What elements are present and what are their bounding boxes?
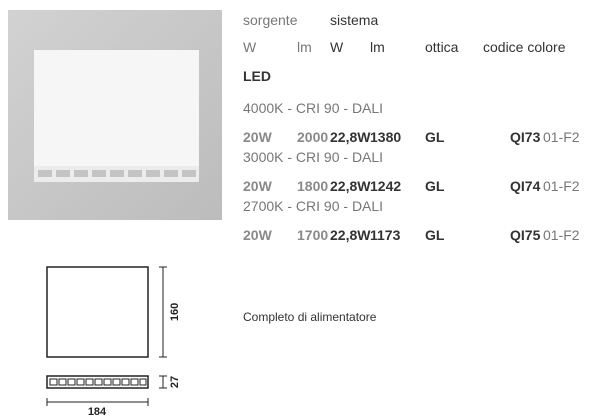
col-header: ottica xyxy=(425,39,459,55)
dim-height: 160 xyxy=(169,303,181,321)
header-sorgente: sorgente xyxy=(243,12,298,28)
row-cell: 22,8W xyxy=(330,178,371,194)
row-cell: 1800 xyxy=(297,178,329,194)
row-cell: GL xyxy=(425,129,445,145)
row-cell: 20W xyxy=(243,129,272,145)
code-suffix: 01-F2 xyxy=(543,129,580,145)
group-label: 4000K - CRI 90 - DALI xyxy=(243,100,384,116)
dim-width: 184 xyxy=(88,406,107,418)
louvre-cells xyxy=(38,170,196,177)
note: Completo di alimentatore xyxy=(243,310,377,324)
col-header: lm xyxy=(297,39,312,55)
dim-depth: 27 xyxy=(169,376,181,388)
group-label: 2700K - CRI 90 - DALI xyxy=(243,198,384,214)
row-cell: 22,8W xyxy=(330,227,371,243)
row-cell: 20W xyxy=(243,178,272,194)
group-label: 3000K - CRI 90 - DALI xyxy=(243,149,384,165)
col-header: W xyxy=(330,39,344,55)
row-cell: GL xyxy=(425,227,445,243)
col-header: codice colore xyxy=(483,39,566,55)
code-suffix: 01-F2 xyxy=(543,178,580,194)
row-cell: 1380 xyxy=(370,129,402,145)
row-cell: 1700 xyxy=(297,227,329,243)
row-cell: 22,8W xyxy=(330,129,371,145)
col-header: lm xyxy=(370,39,385,55)
col-header: W xyxy=(243,39,257,55)
code: QI74 xyxy=(510,178,541,194)
row-cell: 20W xyxy=(243,227,272,243)
technical-drawing xyxy=(46,266,167,406)
section-title: LED xyxy=(243,68,271,84)
row-cell: GL xyxy=(425,178,445,194)
code-suffix: 01-F2 xyxy=(543,227,580,243)
row-cell: 1242 xyxy=(370,178,402,194)
product-body xyxy=(34,50,199,182)
header-sistema: sistema xyxy=(330,12,379,28)
row-cell: 1173 xyxy=(370,227,401,243)
code: QI75 xyxy=(510,227,541,243)
row-cell: 2000 xyxy=(297,129,329,145)
code: QI73 xyxy=(510,129,541,145)
